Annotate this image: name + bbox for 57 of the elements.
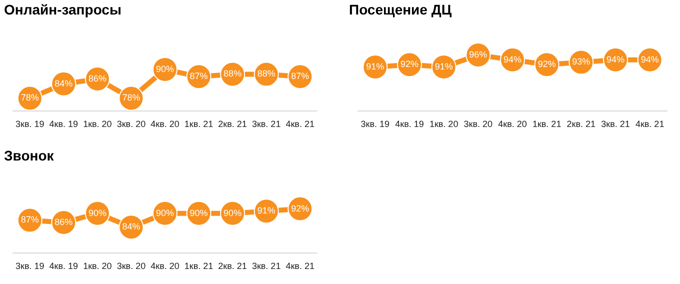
data-label: 86%	[54, 217, 73, 228]
x-tick-label: 3кв. 20	[116, 261, 146, 272]
chart-title: Онлайн-запросы	[4, 1, 122, 18]
data-label: 94%	[606, 54, 625, 64]
data-label: 91%	[366, 62, 384, 72]
x-tick-label: 1кв. 21	[532, 119, 562, 130]
data-label: 90%	[224, 208, 242, 218]
data-label: 96%	[469, 50, 488, 60]
data-label: 90%	[156, 208, 174, 218]
x-tick-label: 2кв. 21	[566, 119, 596, 130]
data-label: 84%	[54, 78, 73, 88]
chart-title: Посещение ДЦ	[349, 1, 452, 18]
x-tick-label: 1кв. 20	[429, 119, 458, 130]
x-tick-label: 2кв. 21	[218, 119, 247, 130]
data-label: 93%	[572, 56, 590, 67]
x-tick-label: 3кв. 20	[116, 119, 146, 130]
data-label: 84%	[122, 222, 140, 232]
x-tick-label: 3кв. 20	[464, 119, 493, 130]
x-tick-label: 3кв. 21	[252, 119, 281, 130]
data-label: 92%	[291, 203, 310, 214]
data-label: 92%	[400, 59, 419, 70]
data-label: 88%	[224, 68, 242, 79]
x-tick-label: 4кв. 20	[150, 261, 180, 272]
x-tick-label: 4кв. 19	[49, 119, 78, 130]
data-label: 87%	[20, 214, 39, 225]
data-label: 87%	[291, 71, 310, 82]
data-label: 78%	[122, 92, 140, 103]
x-tick-label: 3кв. 19	[16, 119, 44, 130]
x-tick-label: 4кв. 21	[286, 261, 314, 272]
x-tick-label: 4кв. 20	[498, 119, 527, 130]
data-label: 78%	[20, 92, 39, 103]
data-label: 94%	[503, 54, 522, 64]
x-tick-label: 3кв. 21	[252, 261, 281, 272]
x-tick-label: 4кв. 19	[49, 261, 78, 272]
x-tick-label: 1кв. 20	[83, 119, 112, 130]
data-label: 91%	[434, 62, 453, 72]
data-label: 90%	[156, 64, 174, 74]
data-label: 90%	[88, 208, 106, 218]
data-label: 94%	[640, 54, 659, 64]
data-label: 92%	[538, 59, 556, 70]
data-label: 91%	[257, 206, 276, 216]
x-tick-label: 1кв. 21	[184, 119, 214, 130]
x-tick-label: 2кв. 21	[218, 261, 247, 272]
x-tick-label: 1кв. 21	[184, 261, 214, 272]
x-tick-label: 1кв. 20	[83, 261, 112, 272]
x-tick-label: 3кв. 21	[601, 119, 630, 130]
x-tick-label: 3кв. 19	[360, 119, 390, 130]
data-label: 90%	[190, 208, 208, 218]
data-label: 86%	[88, 74, 106, 84]
x-tick-label: 4кв. 21	[635, 119, 664, 130]
data-label: 88%	[257, 68, 276, 79]
chart-title: Звонок	[4, 147, 55, 164]
x-tick-label: 4кв. 21	[286, 119, 314, 130]
x-tick-label: 4кв. 19	[395, 119, 424, 130]
x-tick-label: 4кв. 20	[150, 119, 180, 130]
data-label: 87%	[190, 71, 208, 82]
x-tick-label: 3кв. 19	[16, 261, 44, 272]
